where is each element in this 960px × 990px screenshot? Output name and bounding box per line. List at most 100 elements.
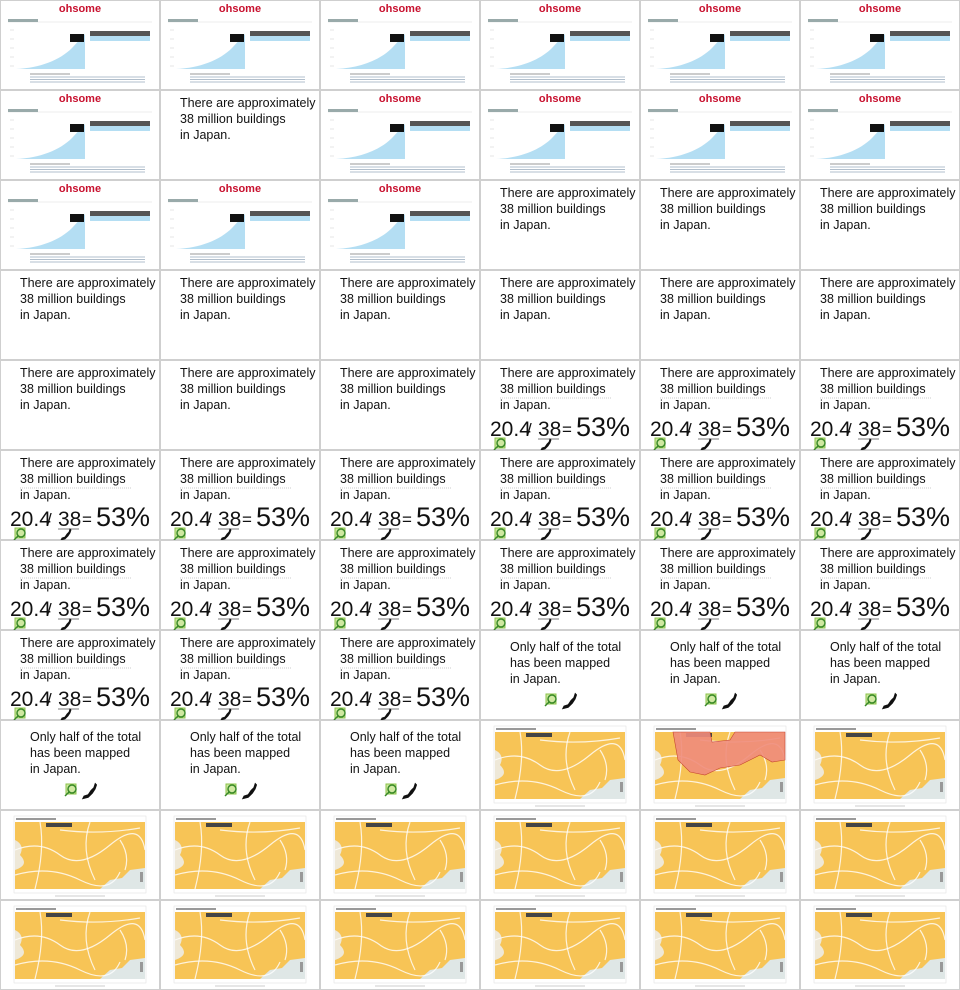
caption-line: 38 million buildings: [180, 652, 286, 666]
divider: /: [207, 510, 212, 529]
magnifier-handle: [704, 701, 710, 707]
total-value: 38: [58, 598, 81, 621]
search-box: [846, 733, 872, 737]
frame: There are approximately 38 million buildi…: [480, 360, 640, 451]
caption-line: has been mapped: [510, 656, 610, 670]
frame: [800, 810, 960, 900]
frame-border: [160, 270, 320, 360]
caption-line: There are approximately: [500, 546, 636, 560]
mapped-value: 20.4: [330, 508, 371, 531]
frame: There are approximately 38 million buildi…: [800, 540, 960, 631]
growth-area: [336, 124, 405, 159]
zoom-control: [140, 962, 143, 972]
growth-area: [16, 34, 85, 69]
frame-border: [800, 540, 960, 630]
magnifier-lens: [656, 618, 666, 628]
magnifier-handle: [493, 535, 499, 541]
result-value: 53%: [416, 682, 470, 712]
toolbar-icon: [168, 19, 198, 22]
table-header: [90, 31, 150, 36]
magnifier-lens: [16, 708, 26, 718]
magnifier-handle: [333, 715, 339, 721]
tooltip: [70, 34, 84, 42]
road: [494, 923, 626, 952]
zoom-control: [620, 962, 623, 972]
search-box: [366, 823, 392, 827]
frame-border: [0, 360, 160, 450]
road: [919, 839, 928, 871]
map-toolbar: [496, 818, 536, 820]
result-value: 53%: [256, 592, 310, 622]
road: [725, 821, 736, 881]
frame: There are approximately 38 million buildi…: [320, 630, 480, 721]
road: [599, 749, 608, 781]
map-toolbar: [816, 728, 856, 730]
road: [699, 827, 781, 833]
sea: [100, 868, 145, 889]
divider: /: [367, 690, 372, 709]
magnifier-lens: [547, 694, 557, 704]
frame: [480, 900, 640, 990]
growth-area: [656, 124, 725, 159]
frame-border: [480, 540, 640, 630]
road: [494, 780, 601, 797]
frame-border: [640, 180, 800, 270]
frame: ohsome: [0, 0, 160, 90]
road: [514, 911, 523, 980]
map-toolbar: [816, 818, 856, 820]
road: [14, 960, 121, 977]
caption-line: 38 million buildings: [340, 292, 446, 306]
road: [494, 833, 626, 862]
caption-line: 38 million buildings: [20, 382, 126, 396]
tooltip: [230, 34, 244, 42]
zoom-control: [780, 782, 783, 792]
zoom-control: [300, 872, 303, 882]
frame-border: [640, 450, 800, 540]
frame-border: [0, 630, 160, 720]
divider: /: [847, 420, 852, 439]
result-value: 53%: [736, 412, 790, 442]
zoom-control: [300, 962, 303, 972]
caption-line: 38 million buildings: [340, 382, 446, 396]
caption-line: in Japan.: [500, 218, 551, 232]
table-header: [410, 121, 470, 126]
frame: There are approximately 38 million buildi…: [480, 540, 640, 631]
caption-line: in Japan.: [340, 398, 391, 412]
frame-border: [320, 630, 480, 720]
mapped-value: 20.4: [10, 688, 51, 711]
growth-area: [496, 34, 565, 69]
japan-icon: [860, 618, 872, 631]
caption-line: There are approximately: [820, 276, 956, 290]
caption-line: There are approximately: [340, 456, 476, 470]
equals-sign: =: [82, 690, 92, 709]
magnifier-handle: [64, 791, 70, 797]
water-west: [495, 840, 504, 870]
caption-line: 38 million buildings: [660, 292, 766, 306]
caption-line: 38 million buildings: [820, 292, 926, 306]
frame: ohsome: [320, 180, 480, 270]
zoom-control: [460, 962, 463, 972]
road: [59, 917, 141, 923]
caption-line: There are approximately: [180, 276, 316, 290]
tooltip: [390, 34, 404, 42]
frame-border: [480, 360, 640, 450]
total-value: 38: [378, 508, 401, 531]
frame-border: [640, 630, 800, 720]
water-west: [495, 750, 504, 780]
frame-border: [160, 540, 320, 630]
road: [334, 960, 441, 977]
total-value: 38: [538, 418, 561, 441]
incomplete-area: [672, 731, 786, 776]
divider: /: [527, 420, 532, 439]
growth-area: [16, 124, 85, 159]
table-header: [730, 31, 790, 36]
road: [174, 870, 281, 887]
equals-sign: =: [722, 510, 732, 529]
result-value: 53%: [896, 502, 950, 532]
map-toolbar: [176, 818, 216, 820]
sea: [100, 958, 145, 979]
frame: [640, 900, 800, 990]
water-west: [815, 840, 824, 870]
caption-line: in Japan.: [20, 308, 71, 322]
table-row: [90, 126, 150, 131]
